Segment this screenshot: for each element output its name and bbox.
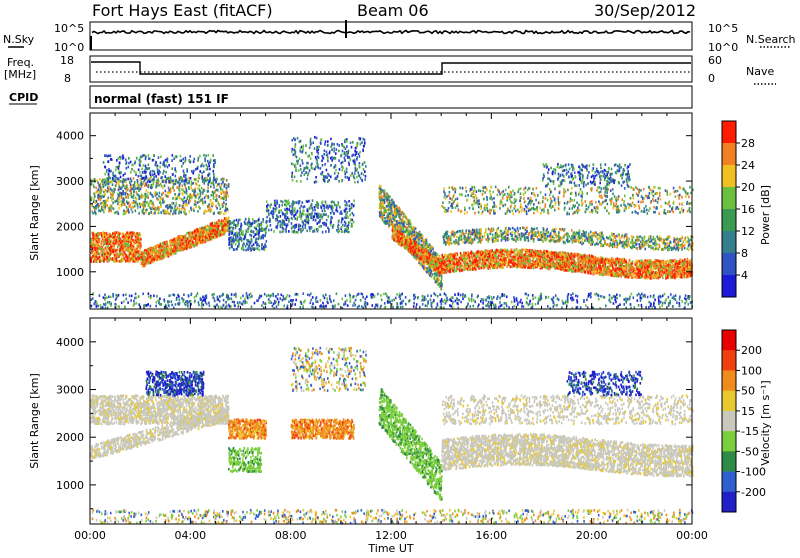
noise-right-label: N.Search — [746, 33, 796, 46]
colorbar-segment — [722, 451, 736, 472]
y-tick-label: 2000 — [56, 431, 84, 444]
x-tick-label: 00:00 — [676, 529, 708, 542]
colorbar-tick-label: 16 — [741, 203, 755, 216]
power-panel: 4000 3000 2000 1000 Slant Range [km] 28 24 20… — [28, 113, 772, 310]
y-tick-label: 1000 — [56, 266, 84, 279]
cpid-label: CPID — [9, 91, 38, 104]
colorbar-segment — [722, 370, 736, 391]
colorbar-tick-label: -15 — [741, 425, 759, 438]
colorbar-tick-label: 8 — [741, 247, 748, 260]
noise-right-tick-bottom: 10^0 — [708, 41, 738, 54]
noise-line — [92, 31, 690, 34]
nave-tick-bottom: 0 — [708, 72, 715, 85]
colorbar-tick-label: 20 — [741, 181, 755, 194]
colorbar-segment — [722, 121, 736, 144]
colorbar-tick-label: 12 — [741, 225, 755, 238]
scatter-cells — [90, 136, 694, 310]
power-colorbar-label: Power [dB] — [759, 185, 772, 245]
noise-left-label: N.Sky — [3, 33, 35, 46]
noise-strip-frame — [90, 22, 692, 50]
power-colorbar: 28 24 20 16 12 8 4 — [722, 121, 755, 298]
nave-tick-top: 60 — [708, 54, 722, 67]
colorbar-tick-label: 50 — [741, 385, 755, 398]
x-axis-label: Time UT — [367, 542, 413, 554]
freq-tick-top: 18 — [60, 54, 74, 67]
noise-left-tick-top: 10^5 — [54, 22, 84, 35]
station-title: Fort Hays East (fitACF) — [92, 1, 273, 20]
velocity-data — [90, 347, 694, 525]
y-tick-label: 3000 — [56, 175, 84, 188]
colorbar-segment — [722, 165, 736, 188]
colorbar-tick-label: 4 — [741, 269, 748, 282]
noise-left-tick-bottom: 10^0 — [54, 41, 84, 54]
colorbar-segment — [722, 411, 736, 432]
colorbar-segment — [722, 253, 736, 276]
colorbar-segment — [722, 231, 736, 254]
colorbar-segment — [722, 492, 736, 513]
x-tick-label: 00:00 — [74, 529, 106, 542]
colorbar-tick-label: 100 — [741, 364, 762, 377]
colorbar-tick-label: 24 — [741, 159, 755, 172]
x-axis-tick-labels: 00:00 04:00 08:00 12:00 16:00 20:00 00:00 — [74, 529, 708, 542]
y-tick-label: 4000 — [56, 130, 84, 143]
x-tick-label: 04:00 — [174, 529, 206, 542]
colorbar-tick-label: -50 — [741, 445, 759, 458]
nave-label: Nave — [746, 65, 774, 78]
noise-right-tick-top: 10^5 — [708, 22, 738, 35]
velocity-y-label: Slant Range [km] — [28, 373, 41, 469]
cpid-text: normal (fast) 151 IF — [94, 92, 229, 106]
colorbar-segment — [722, 391, 736, 412]
frequency-strip-frame — [90, 56, 692, 82]
power-data — [90, 136, 694, 310]
colorbar-segment — [722, 472, 736, 493]
y-tick-label: 3000 — [56, 384, 84, 397]
x-tick-label: 12:00 — [375, 529, 407, 542]
freq-tick-bottom: 8 — [64, 72, 71, 85]
colorbar-segment — [722, 143, 736, 166]
power-y-label: Slant Range [km] — [28, 165, 41, 261]
noise-sky-trace — [92, 31, 690, 34]
colorbar-tick-label: -200 — [741, 486, 766, 499]
frequency-strip: Freq. [MHz] 18 8 60 0 Nave CPID normal (… — [4, 54, 776, 108]
noise-strip: N.Sky 10^5 10^0 10^5 10^0 N.Search — [3, 20, 796, 54]
freq-label-line2: [MHz] — [4, 68, 36, 81]
y-tick-label: 2000 — [56, 220, 84, 233]
colorbar-tick-label: -100 — [741, 466, 766, 479]
colorbar-segment — [722, 350, 736, 371]
colorbar-tick-label: 200 — [741, 344, 762, 357]
colorbar-segment — [722, 275, 736, 298]
x-tick-label: 16:00 — [475, 529, 507, 542]
colorbar-tick-label: 28 — [741, 137, 755, 150]
velocity-panel: 4000 3000 2000 1000 Slant Range [km] 200 100… — [28, 318, 772, 525]
beam-label: Beam 06 — [357, 1, 429, 20]
colorbar-segment — [722, 209, 736, 232]
colorbar-tick-label: 15 — [741, 405, 755, 418]
colorbar-segment — [722, 330, 736, 351]
x-tick-label: 20:00 — [576, 529, 608, 542]
y-tick-label: 4000 — [56, 336, 84, 349]
y-tick-label: 1000 — [56, 479, 84, 492]
colorbar-segment — [722, 187, 736, 210]
velocity-colorbar-label: Velocity [m s⁻¹] — [759, 380, 772, 465]
x-tick-label: 08:00 — [275, 529, 307, 542]
date-label: 30/Sep/2012 — [594, 1, 696, 20]
colorbar-segment — [722, 431, 736, 452]
scatter-cells — [90, 347, 694, 525]
